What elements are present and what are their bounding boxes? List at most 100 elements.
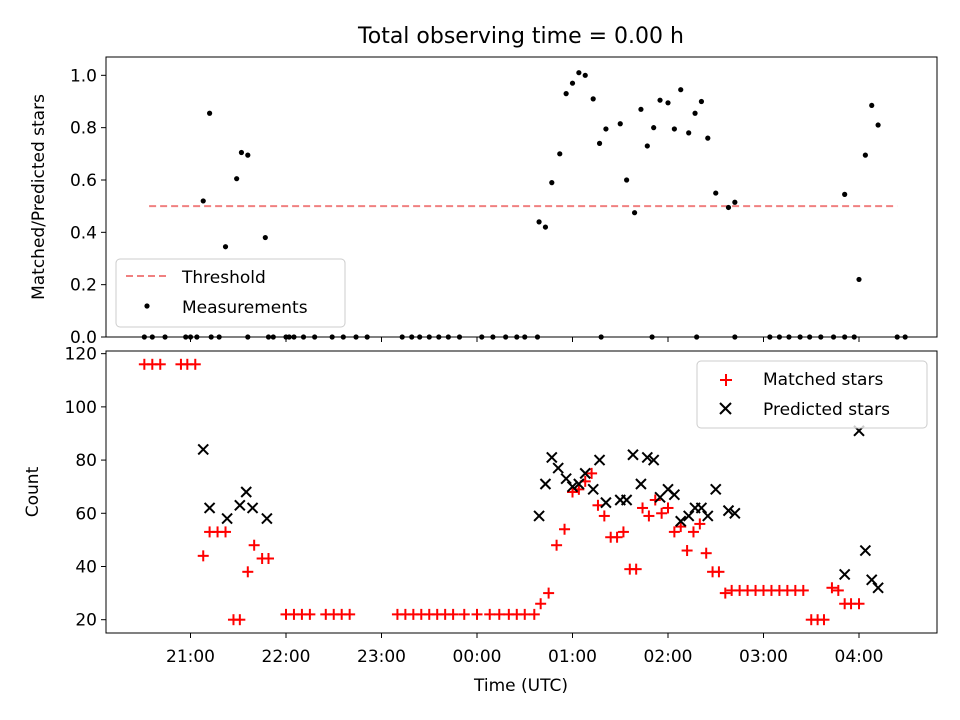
bottom-x-tick-label: 22:00 <box>262 647 311 667</box>
matched-stars-point <box>700 547 712 559</box>
legend-measurements-label: Measurements <box>182 298 308 318</box>
bottom-x-axis: 21:00 22:00 23:00 00:00 01:00 02:00 03:00 04:00 <box>166 633 884 667</box>
legend-threshold-label: Threshold <box>181 268 266 288</box>
bottom-x-tick-label: 00:00 <box>453 647 502 667</box>
predicted-stars-point <box>560 472 572 485</box>
measurement-point <box>631 210 638 216</box>
matched-stars-point <box>304 608 316 620</box>
matched-stars-point <box>248 539 260 551</box>
predicted-stars-point <box>635 478 647 490</box>
matched-stars-point <box>832 584 844 596</box>
measurement-point <box>638 106 644 112</box>
matched-stars-point <box>662 502 674 514</box>
matched-stars-point <box>637 502 649 514</box>
matched-stars-point <box>668 526 680 538</box>
legend-predicted-label: Predicted stars <box>763 400 890 420</box>
matched-stars-point <box>719 587 731 599</box>
measurement-point <box>692 110 698 116</box>
predicted-stars-point <box>533 510 545 522</box>
bottom-y-tick-label: 20 <box>75 611 97 631</box>
bottom-x-tick-label: 01:00 <box>548 647 597 667</box>
measurement-point <box>869 102 875 109</box>
legend-measurements-swatch <box>144 303 150 309</box>
matched-stars-point <box>567 486 578 498</box>
top-y-tick-label: 0.0 <box>70 328 97 348</box>
matched-stars-point <box>826 582 838 594</box>
matched-stars-point <box>681 545 693 557</box>
predicted-stars-point <box>246 502 259 514</box>
measurement-point <box>725 204 732 211</box>
measurement-point <box>563 91 569 97</box>
bottom-y-axis-label: Count <box>23 466 43 517</box>
top-y-tick-label: 1.0 <box>70 66 97 86</box>
measurement-point <box>549 180 555 186</box>
measurement-point <box>569 80 576 86</box>
predicted-stars-point <box>702 510 714 522</box>
predicted-stars-point <box>221 512 233 525</box>
predicted-stars-point <box>261 512 273 525</box>
matched-stars-point <box>675 521 687 533</box>
predicted-stars-point <box>566 480 579 493</box>
bottom-y-tick-label: 80 <box>75 451 97 471</box>
top-y-axis-label: Matched/Predicted stars <box>29 94 49 300</box>
measurement-point <box>590 96 596 102</box>
measurement-point <box>576 70 582 76</box>
measurement-point <box>200 198 206 204</box>
measurement-point <box>705 135 711 141</box>
measurement-point <box>651 125 657 131</box>
bottom-x-tick-label: 21:00 <box>166 647 215 667</box>
bottom-x-axis-label: Time (UTC) <box>473 676 568 696</box>
matched-stars-point <box>598 510 610 522</box>
bottom-y-tick-label: 120 <box>65 345 97 365</box>
matched-stars-point <box>493 608 505 620</box>
bottom-legend-box <box>696 360 928 429</box>
measurement-point <box>732 199 738 205</box>
measurement-point <box>624 177 630 183</box>
top-legend: Threshold Measurements <box>115 258 346 328</box>
matched-stars-point <box>344 608 356 620</box>
predicted-stars-point <box>722 504 735 517</box>
predicted-stars-point <box>710 483 722 496</box>
bottom-y-tick-label: 100 <box>65 398 97 418</box>
matched-stars-point <box>471 608 483 620</box>
matched-stars-point <box>853 598 865 610</box>
matched-stars-point <box>543 587 555 599</box>
measurement-point <box>678 87 684 93</box>
bottom-x-tick-label: 03:00 <box>739 647 788 667</box>
matched-stars-point <box>154 358 166 370</box>
measurement-point <box>557 151 563 157</box>
matched-stars-point <box>519 608 531 620</box>
legend-matched-swatch <box>720 374 732 386</box>
top-y-tick-label: 0.4 <box>70 223 97 243</box>
predicted-stars-point <box>197 443 209 456</box>
top-panel-frame <box>105 56 938 338</box>
predicted-stars-point <box>620 494 633 506</box>
predicted-stars-point <box>203 502 216 514</box>
matched-stars-point <box>234 614 246 626</box>
predicted-stars-point <box>866 574 878 586</box>
matched-stars-point <box>586 467 598 479</box>
top-panel: 0.0 0.2 0.4 0.6 0.8 1.0 Matched/Predicted sta… <box>29 56 938 348</box>
measurement-point <box>617 121 623 127</box>
matched-stars-point <box>818 614 830 626</box>
top-y-tick-label: 0.2 <box>70 276 97 296</box>
matched-stars-point <box>262 553 274 565</box>
matched-stars-point <box>630 563 642 575</box>
bottom-legend: Matched stars Predicted stars <box>696 360 928 429</box>
measurement-point <box>665 100 671 106</box>
measurement-point <box>582 72 588 78</box>
measurement-point <box>238 149 245 156</box>
measurement-point <box>234 176 240 182</box>
predicted-stars-point <box>234 499 246 512</box>
predicted-stars-point <box>539 478 552 490</box>
measurement-point <box>875 122 881 128</box>
bottom-y-tick-label: 40 <box>75 557 97 577</box>
matched-stars-point <box>694 518 706 530</box>
measurement-point <box>713 190 719 196</box>
matched-stars-point <box>535 598 547 610</box>
measurement-point <box>222 244 229 250</box>
predicted-stars-point <box>573 478 585 490</box>
predicted-stars-point <box>668 488 681 501</box>
predicted-stars-point <box>579 467 591 480</box>
